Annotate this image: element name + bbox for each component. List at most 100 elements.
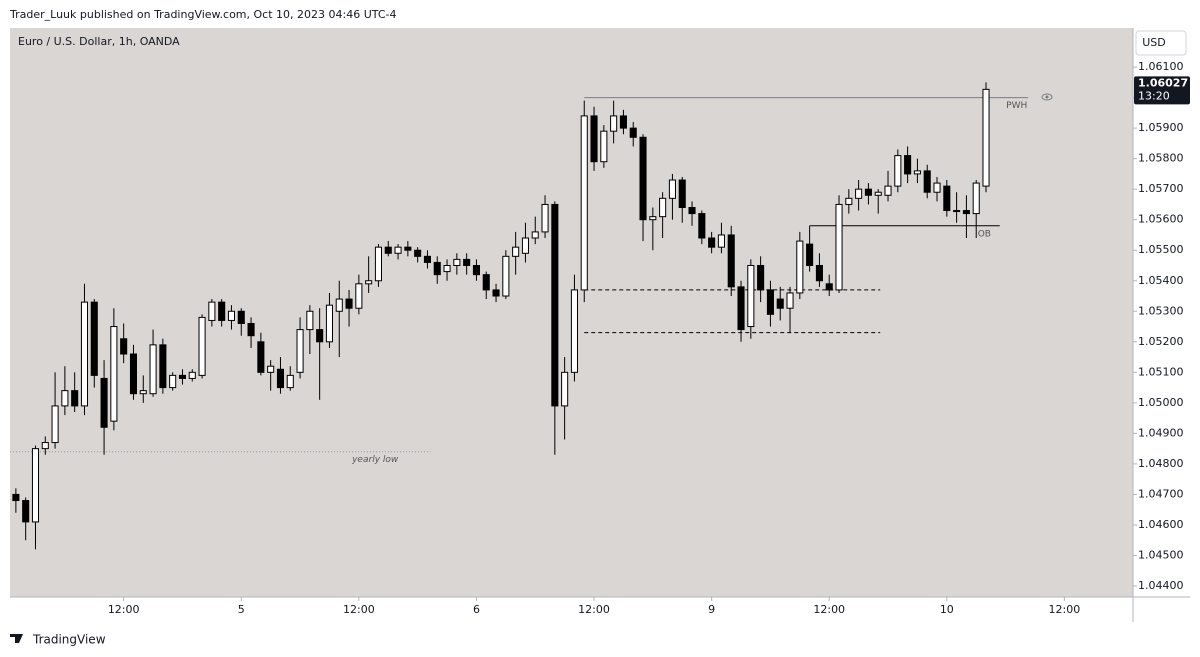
footer: TradingView [32, 633, 106, 647]
y-tick-label: 1.05900 [1138, 121, 1184, 134]
candle-body [815, 264, 823, 282]
candle-body [365, 280, 373, 285]
candle-body [855, 188, 863, 199]
candle-body [727, 234, 735, 288]
candle-body [551, 203, 559, 407]
candle-body [953, 210, 961, 213]
candle-body [414, 249, 422, 257]
candle-body [335, 298, 343, 312]
y-tick-label: 1.04400 [1138, 579, 1184, 592]
candle-body [737, 286, 745, 331]
candle-body [22, 500, 30, 523]
candle-body [345, 298, 353, 309]
currency-button[interactable] [1135, 30, 1187, 56]
candle-body [237, 310, 245, 324]
candle-body [776, 298, 784, 309]
candle-body [208, 301, 216, 321]
candle-body [962, 210, 970, 215]
y-tick-label: 1.05800 [1138, 152, 1184, 165]
candle-body [296, 329, 304, 373]
candle-body [139, 390, 147, 395]
candle-body [325, 304, 333, 343]
countdown: 13:20 [1138, 89, 1170, 102]
price-axis-bg [1133, 28, 1190, 622]
candle-body [178, 374, 187, 379]
candle-body [806, 243, 814, 266]
candle-body [913, 170, 921, 175]
x-tick-label: 10 [940, 603, 954, 616]
x-tick-label: 6 [473, 603, 480, 616]
candle-body [384, 246, 392, 254]
y-tick-label: 1.05400 [1138, 274, 1184, 287]
candle-body [129, 353, 138, 395]
candle-body [796, 240, 804, 294]
candle-body [149, 344, 157, 395]
candle-body [982, 88, 990, 187]
candle-body [659, 197, 667, 218]
candle-body [355, 283, 363, 309]
candle-body [512, 246, 520, 257]
level-label: yearly low [351, 455, 399, 465]
y-tick-label: 1.06100 [1138, 60, 1184, 73]
candle-body [120, 338, 128, 355]
candle-body [698, 213, 706, 239]
time-axis-bg [10, 597, 1133, 622]
candle-body [747, 264, 755, 328]
candle-body [864, 188, 872, 196]
candle-body [570, 289, 578, 373]
candle-body [590, 115, 598, 163]
y-tick-label: 1.05300 [1138, 304, 1184, 317]
candle-body [835, 203, 843, 291]
x-tick-label: 12:00 [108, 603, 140, 616]
candle-body [904, 155, 912, 175]
candle-body [51, 405, 59, 444]
x-tick-label: 5 [238, 603, 245, 616]
x-tick-label: 12:00 [813, 603, 845, 616]
candle-body [12, 493, 20, 502]
candle-body [423, 255, 431, 263]
candle-body [71, 390, 79, 407]
candle-body [649, 216, 657, 221]
candle-body [267, 365, 275, 373]
candle-body [463, 258, 471, 266]
candle-body [561, 371, 569, 407]
y-tick-label: 1.05700 [1138, 182, 1184, 195]
candle-body [218, 301, 226, 321]
candle-body [717, 234, 725, 248]
currency[interactable]: USD [1142, 36, 1166, 49]
x-tick-label: 12:00 [343, 603, 375, 616]
candle-body [276, 368, 284, 389]
y-tick-label: 1.04800 [1138, 457, 1184, 470]
candle-body [443, 264, 451, 273]
candle-body [316, 329, 324, 343]
chart-bg [10, 28, 1190, 622]
candle-body [600, 130, 608, 163]
candle-body [61, 390, 69, 407]
candle-body [521, 237, 529, 254]
candle-body [247, 322, 255, 337]
candle-body [825, 283, 833, 291]
eye-icon[interactable] [1041, 93, 1053, 101]
candle-body [972, 182, 980, 215]
candle-body [933, 182, 941, 193]
y-tick-label: 1.04600 [1138, 518, 1184, 531]
candle-body [482, 274, 490, 291]
y-tick-label: 1.04700 [1138, 487, 1184, 500]
symbol-title: Euro / U.S. Dollar, 1h, OANDA [18, 35, 180, 48]
candle-body [923, 170, 931, 193]
candle-body [531, 231, 539, 239]
candle-body [394, 246, 402, 254]
candle-body [943, 185, 951, 212]
y-tick-label: 1.05200 [1138, 335, 1184, 348]
candle-body [668, 179, 676, 199]
x-tick-label: 12:00 [578, 603, 610, 616]
candle-body [639, 136, 647, 221]
candle-body [786, 292, 794, 309]
candle-body [198, 316, 206, 376]
candle-body [374, 246, 382, 282]
candle-body [580, 115, 588, 291]
candle-body [257, 341, 265, 373]
level-label: OB [978, 229, 991, 239]
y-tick-label: 1.05500 [1138, 243, 1184, 256]
